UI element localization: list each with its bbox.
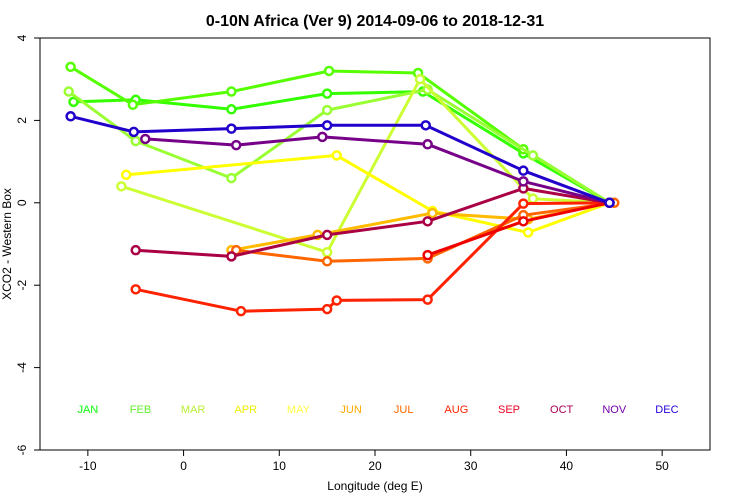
data-point [230, 139, 242, 151]
x-tick-label: 50 [655, 459, 669, 473]
data-point [518, 176, 529, 187]
y-axis-label: XCO2 - Western Box [0, 188, 14, 300]
data-point [321, 88, 333, 99]
legend-entry: DEC [655, 404, 678, 416]
chart-title: 0-10N Africa (Ver 9) 2014-09-06 to 2018-… [206, 13, 544, 30]
data-point [331, 150, 342, 161]
data-point [321, 256, 333, 267]
data-point [130, 135, 141, 147]
series-line [67, 88, 611, 205]
data-point [422, 139, 433, 150]
data-point [321, 229, 333, 241]
data-point [604, 197, 615, 209]
data-point [226, 172, 237, 184]
data-point [63, 86, 74, 97]
x-tick-label: 40 [560, 459, 574, 473]
data-point [65, 61, 76, 73]
x-tick-label: 10 [273, 459, 287, 473]
data-point [226, 104, 237, 115]
legend-entry: JAN [77, 404, 98, 416]
data-point [120, 169, 132, 181]
y-tick-label: -4 [15, 362, 29, 373]
data-point [427, 207, 438, 219]
data-point [331, 295, 342, 306]
data-point [321, 104, 333, 116]
legend-entry: FEB [130, 404, 151, 416]
series-11 [65, 111, 615, 209]
x-tick-label: 20 [368, 459, 382, 473]
data-point [522, 227, 534, 238]
legend-entry: NOV [602, 404, 627, 416]
legend-entry: SEP [498, 404, 520, 416]
legend-entry: JAN [77, 404, 98, 416]
data-point [226, 86, 237, 97]
x-axis: -10 0 10 20 30 40 50 [79, 450, 669, 473]
y-tick-label: 4 [15, 34, 29, 41]
y-axis: -6 -4 -2 0 2 4 [15, 34, 40, 455]
legend-entry: APR [234, 404, 257, 416]
series-line [145, 135, 610, 205]
data-point [65, 111, 76, 122]
data-point [414, 73, 426, 85]
series-1 [65, 61, 615, 209]
legend-entry: AUG [444, 404, 468, 416]
data-point [68, 96, 79, 108]
data-point [130, 284, 141, 295]
data-point [518, 165, 529, 176]
legend-entry: JUL [394, 404, 414, 416]
x-tick-label: 0 [180, 459, 187, 473]
data-point [317, 131, 328, 143]
data-point [140, 133, 151, 145]
data-point [422, 294, 433, 305]
x-tick-label: -10 [79, 459, 97, 473]
data-point [527, 150, 539, 161]
legend-entry: OCT [550, 404, 574, 416]
data-point [323, 65, 335, 77]
data-point [235, 305, 247, 317]
x-axis-label: Longitude (deg E) [327, 479, 422, 493]
data-point [321, 120, 333, 131]
data-point [321, 246, 333, 258]
legend-entry: JUN [340, 404, 361, 416]
series-5 [226, 197, 615, 256]
y-tick-label: 0 [15, 199, 29, 206]
series-line [135, 186, 610, 258]
data-point [518, 198, 529, 209]
data-point [321, 303, 333, 315]
legend-entry: MAY [287, 404, 311, 416]
y-tick-label: -2 [15, 280, 29, 291]
data-point [130, 244, 141, 256]
x-tick-label: 30 [464, 459, 478, 473]
series-9 [130, 183, 615, 262]
series-line [125, 153, 611, 234]
y-tick-label: -6 [15, 444, 29, 455]
y-tick-label: 2 [15, 117, 29, 124]
data-point [420, 120, 431, 131]
data-point [422, 249, 433, 261]
data-point [226, 123, 237, 134]
data-point [422, 216, 433, 227]
legend-entry: MAR [181, 404, 206, 416]
data-point [128, 126, 140, 138]
data-point [226, 251, 237, 262]
data-point [527, 193, 539, 204]
series-layer [63, 61, 620, 317]
data-point [518, 216, 529, 227]
data-point [116, 181, 127, 192]
data-point [127, 99, 139, 110]
